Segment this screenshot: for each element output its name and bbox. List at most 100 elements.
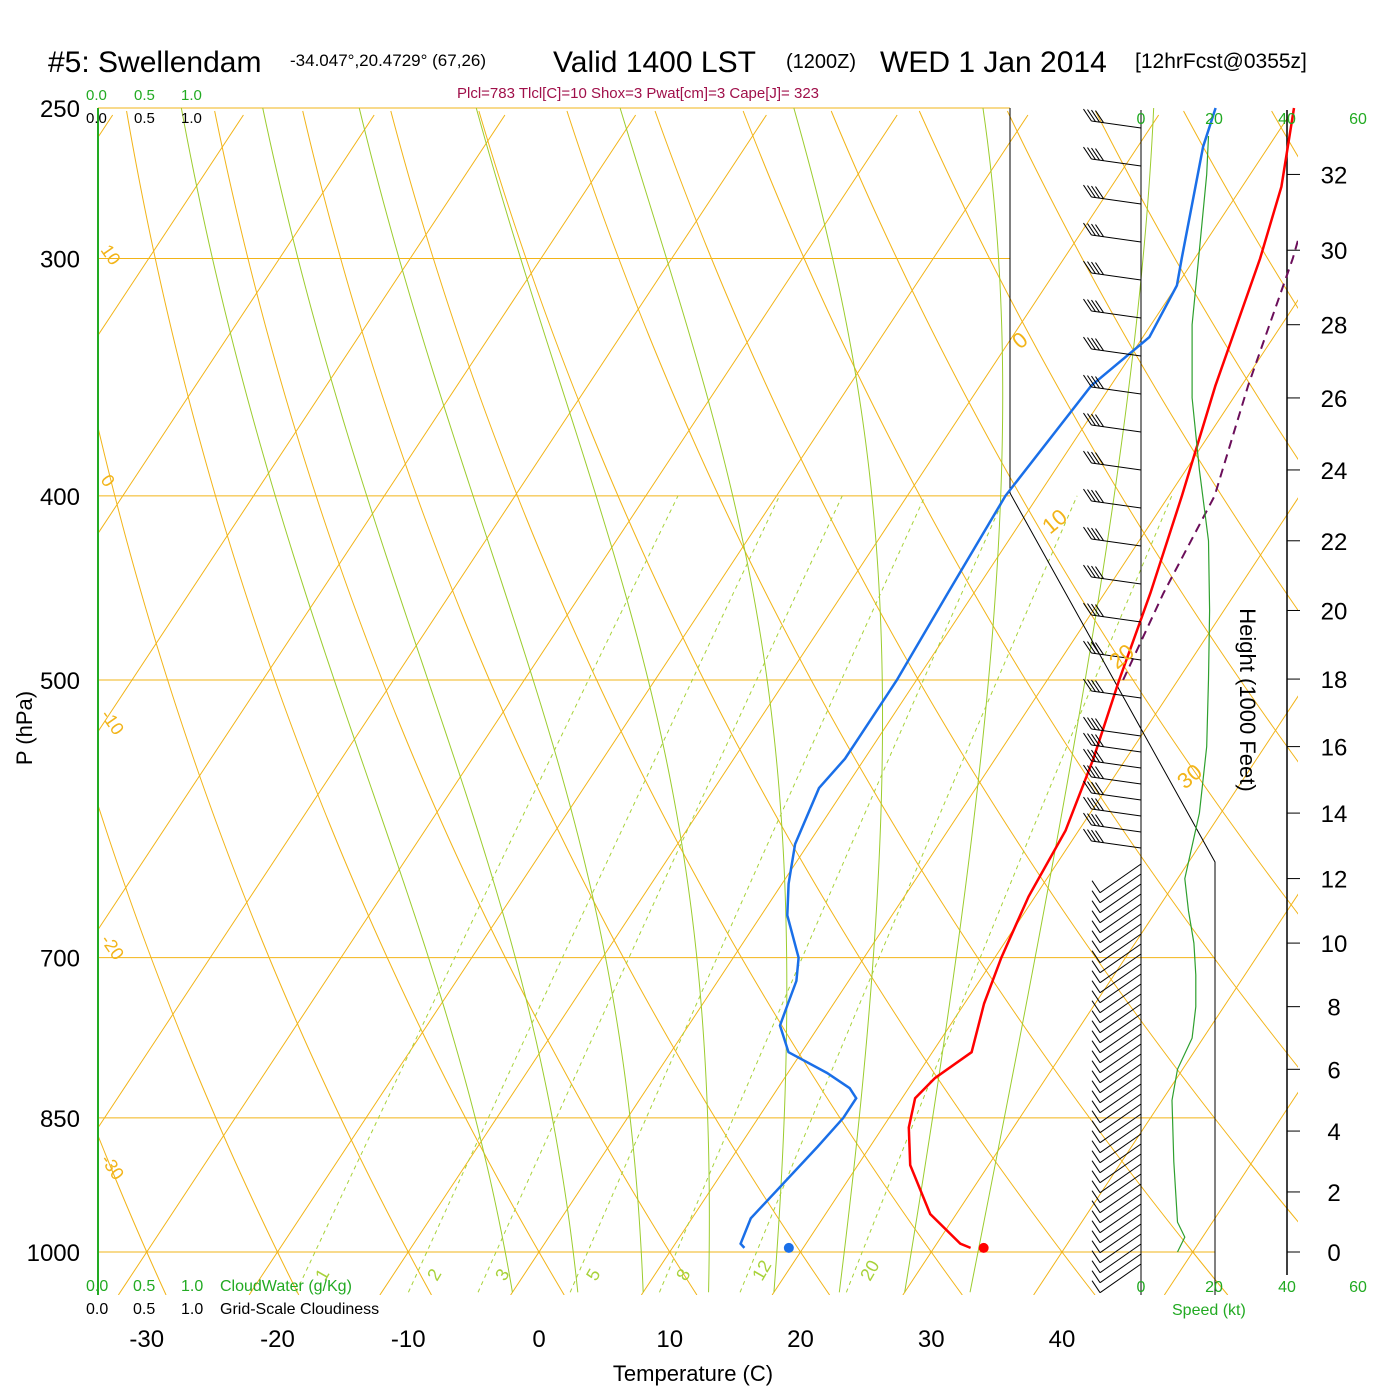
cloudwater-scale-bottom-0: 0.0 — [86, 1278, 108, 1295]
wind-barb-feather — [1087, 413, 1096, 426]
forecast-info: [12hrFcst@0355z] — [1135, 50, 1307, 73]
wind-barb-feather — [1095, 452, 1104, 465]
wind-barb — [1099, 1173, 1142, 1204]
wind-barb-feather — [1087, 109, 1096, 122]
wind-barb-feather — [1091, 489, 1100, 503]
background-lines — [98, 107, 1298, 1295]
dewpoint-curve — [739, 107, 1217, 1249]
wind-barb — [1091, 776, 1142, 785]
temperature-tick-label: 40 — [1049, 1326, 1076, 1353]
wind-barb — [1091, 728, 1142, 737]
wind-barb — [1099, 1153, 1142, 1184]
wind-barb — [1099, 943, 1142, 974]
wind-barb — [1091, 824, 1142, 833]
wind-barb-feather — [1083, 146, 1092, 160]
temperature-tick-label: 30 — [918, 1326, 945, 1353]
wind-barb — [1099, 1133, 1142, 1164]
isotherm-label-right: 0 — [1007, 327, 1032, 354]
wind-barb — [1099, 1203, 1142, 1234]
wind-barb-feather — [1091, 940, 1101, 953]
dry-adiabat-line — [1271, 110, 1298, 158]
pressure-tick-label: 250 — [40, 96, 80, 123]
wind-barb-feather — [1091, 679, 1100, 693]
x-axis-title: Temperature (C) — [613, 1361, 773, 1386]
wind-barb-feather — [1091, 1260, 1101, 1273]
wind-barb — [1091, 652, 1142, 661]
height-tick-label: 22 — [1321, 529, 1348, 556]
isotherm-label-left: -10 — [97, 706, 128, 739]
mixing-ratio-line — [477, 495, 843, 1293]
wind-barb-feather — [1091, 1250, 1101, 1263]
moist-adiabat-line — [475, 107, 710, 1293]
parcel-curve — [1122, 236, 1298, 681]
wind-barb-feather — [1091, 1220, 1101, 1233]
wind-barb — [1091, 760, 1142, 769]
dry-adiabat-line — [302, 110, 831, 1295]
wind-barb — [1099, 873, 1142, 904]
wind-barb-feather — [1091, 413, 1100, 427]
wind-barb-feather — [1083, 108, 1092, 122]
wind-barbs — [1083, 108, 1142, 1294]
wind-barb-feather — [1095, 300, 1104, 313]
wind-barb-feather — [1083, 732, 1092, 746]
wind-barb — [1099, 973, 1142, 1004]
wind-barb-feather — [1091, 1000, 1101, 1013]
wind-barb-feather — [1087, 489, 1096, 502]
isotherm-label-left: -30 — [97, 1151, 128, 1184]
wind-barb — [1099, 1243, 1142, 1274]
wind-barb — [1099, 913, 1142, 944]
wind-barb-feather — [1091, 527, 1100, 541]
wind-barb — [1091, 120, 1142, 129]
wind-barb-feather — [1091, 1030, 1101, 1043]
pressure-tick-label: 400 — [40, 484, 80, 511]
dry-adiabat-line — [214, 110, 698, 1295]
cloudiness-scale-top-0: 0.0 — [86, 110, 107, 127]
wind-barb-feather — [1087, 565, 1096, 578]
wind-barb-feather — [1091, 813, 1100, 827]
wind-barb-feather — [1087, 829, 1096, 842]
wind-barb — [1099, 1053, 1142, 1084]
wind-barb — [1099, 1253, 1142, 1284]
cloudwater-scale-top-05: 0.5 — [134, 87, 155, 104]
moist-adiabat-line — [262, 107, 579, 1293]
wind-barb-feather — [1091, 1240, 1101, 1253]
temperature-tick-label: -20 — [260, 1326, 295, 1353]
wind-barb-feather — [1095, 766, 1104, 779]
wind-barb — [1091, 792, 1142, 801]
wind-barb-feather — [1091, 1050, 1101, 1063]
wind-barb-feather — [1095, 224, 1104, 237]
pressure-tick-label: 500 — [40, 668, 80, 695]
isotherm-line — [98, 114, 767, 1129]
wind-barb-feather — [1091, 641, 1100, 655]
wind-barb — [1091, 500, 1142, 509]
wind-barb — [1099, 1033, 1142, 1064]
mixing-ratio-label: 2 — [423, 1265, 445, 1284]
cloudiness-scale-bottom-05: 0.5 — [133, 1301, 155, 1318]
wind-barb — [1091, 424, 1142, 433]
wind-barb-feather — [1095, 604, 1104, 617]
wind-barb — [1099, 1183, 1142, 1214]
wind-barb — [1099, 1163, 1142, 1194]
station-coords: -34.047°,20.4729° (67,26) — [290, 51, 486, 70]
wind-barb — [1099, 1123, 1142, 1154]
dry-adiabat-line — [566, 110, 1229, 1295]
wind-barb-feather — [1095, 262, 1104, 275]
speed-tick-label-bottom: 60 — [1349, 1279, 1367, 1296]
wind-barb — [1099, 993, 1142, 1024]
isotherm-label-left: 0 — [97, 471, 119, 491]
wind-barb — [1099, 1233, 1142, 1264]
isotherm-line — [1033, 893, 1298, 1295]
mixing-ratio-line — [295, 495, 679, 1293]
wind-barb-feather — [1083, 640, 1092, 654]
wind-barb-feather — [1091, 950, 1101, 963]
height-tick-label: 20 — [1321, 598, 1348, 625]
temperature-curve — [907, 107, 1296, 1250]
isotherm-line — [771, 497, 1298, 1295]
pressure-tick-label: 1000 — [27, 1240, 80, 1267]
wind-barb — [1099, 933, 1142, 964]
speed-tick-label-top: 0 — [1137, 111, 1146, 128]
height-tick-label: 18 — [1321, 667, 1348, 694]
wind-barb-feather — [1095, 680, 1104, 693]
wind-barb-feather — [1095, 148, 1104, 161]
